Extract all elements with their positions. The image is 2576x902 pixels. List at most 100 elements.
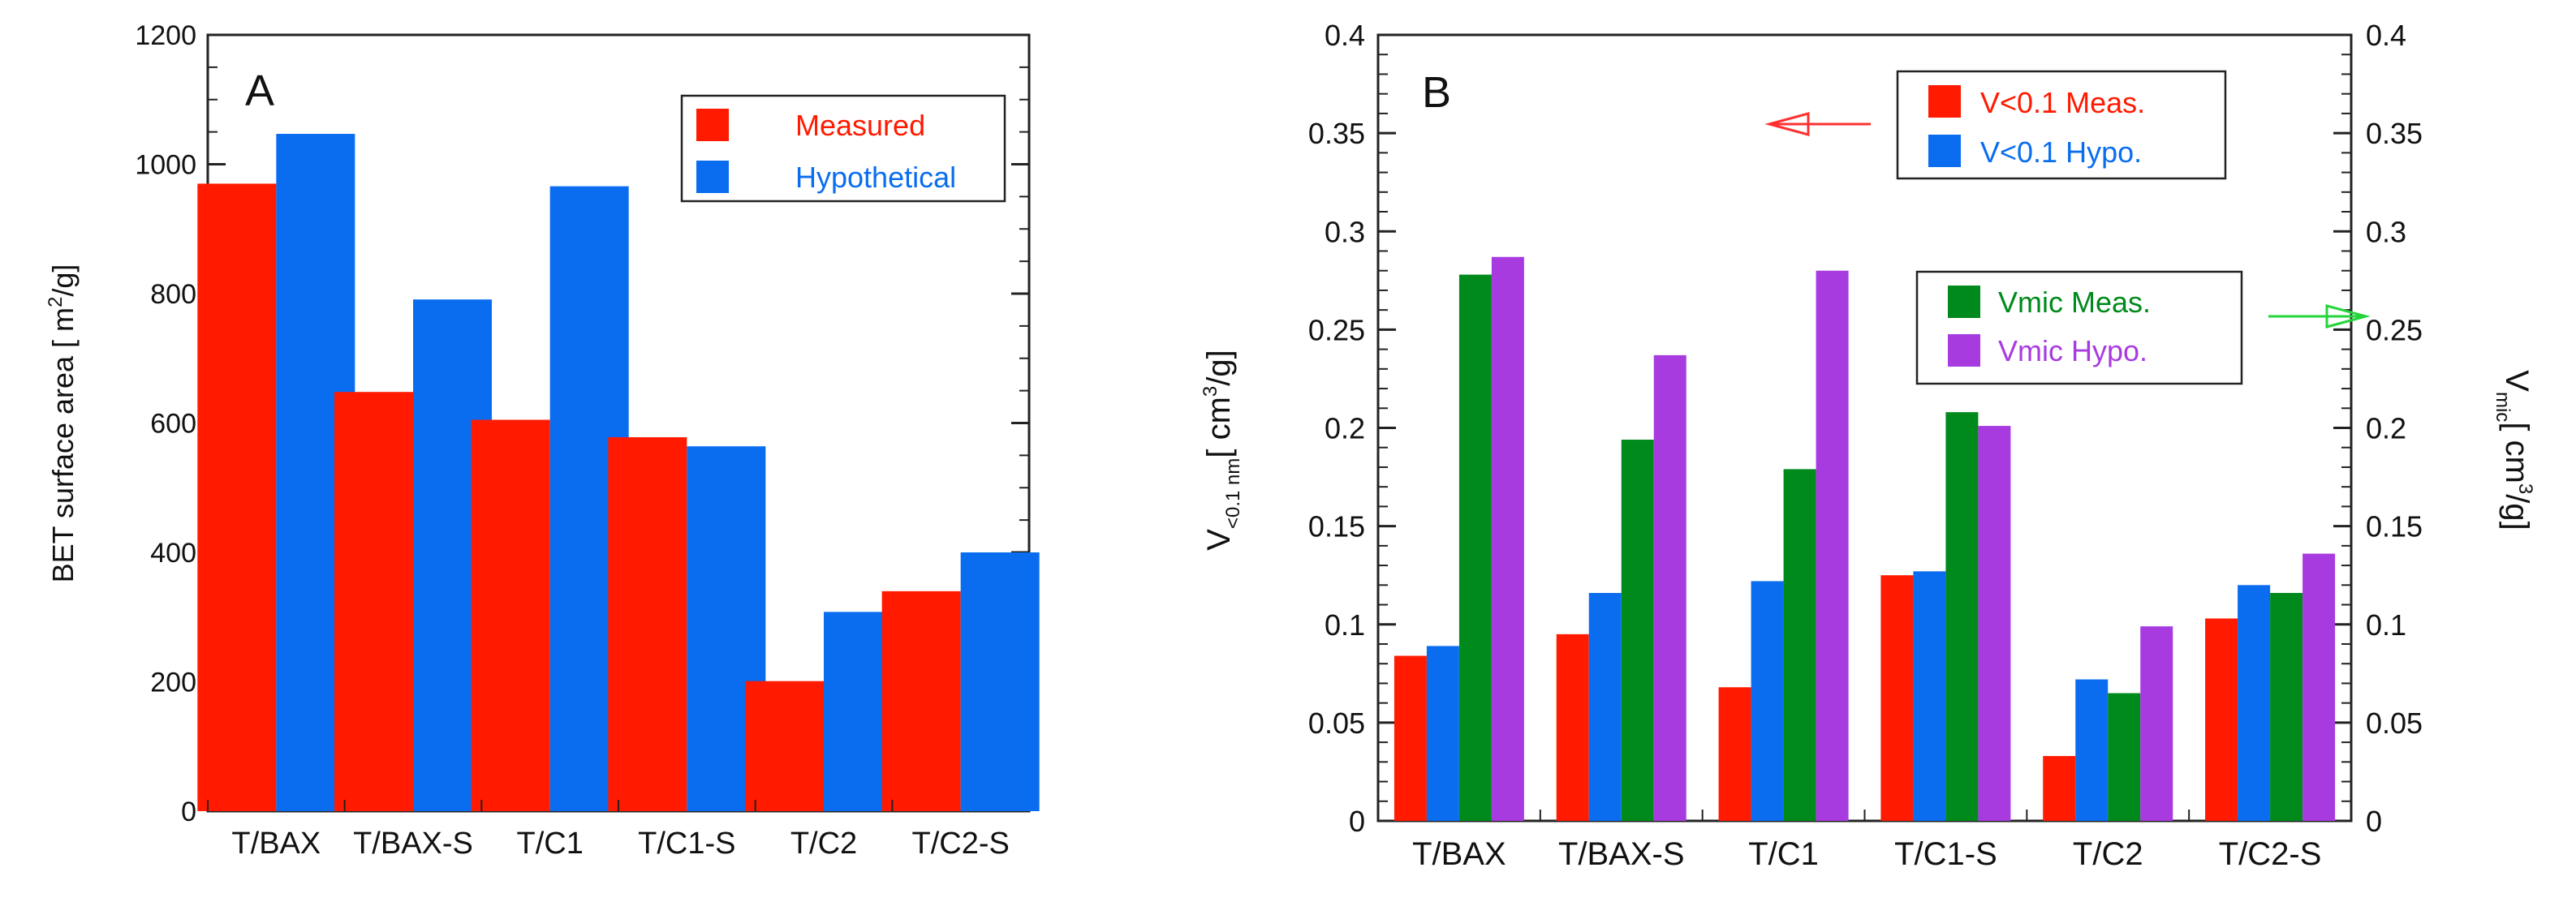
x-tick-label-b: T/BAX-S	[1558, 836, 1685, 872]
bar-b-0-2	[1718, 687, 1751, 821]
panel-label-b: B	[1422, 68, 1451, 117]
legend-label-measured: Measured	[795, 109, 925, 142]
bar-b-2-2	[1783, 469, 1816, 821]
y-ticks-b: 0 0 0.05 0.05 0.1 0.1 0.15 0.15 0.2 0.2 0.25 0.25 0.…	[1308, 19, 2423, 838]
bar-b-2-5	[2270, 592, 2303, 821]
x-tick-label-b: T/C1-S	[1894, 836, 1997, 872]
bar-b-0-3	[1880, 575, 1914, 821]
legend-swatch-v01-meas	[1928, 85, 1961, 118]
x-tick-label-b: T/C1	[1748, 836, 1819, 872]
y-tick-label-b-left: 0.05	[1308, 707, 1365, 740]
bar-b-1-3	[1913, 571, 1946, 821]
y-axis-label-left-sub: <0.1 nm	[1222, 458, 1244, 529]
legend-b-right: Vmic Meas. Vmic Hypo.	[1915, 270, 2243, 385]
arrow-right-head	[2325, 304, 2371, 329]
y-axis-label-left-tail: /g]	[1201, 350, 1237, 385]
y-tick-label-b-right: 0.15	[2366, 510, 2423, 543]
x-tick-label-a: T/BAX	[231, 827, 321, 861]
bar-b-3-1	[1653, 354, 1686, 821]
y-axis-label-a: BET surface area [ m2/g]	[45, 264, 80, 583]
y-tick-label-a: 600	[150, 409, 196, 440]
bar-b-1-4	[2075, 679, 2109, 821]
bars-a	[197, 134, 1040, 812]
bar-b-1-2	[1751, 581, 1784, 821]
legend-label-v01-hypo: V<0.1 Hypo.	[1980, 135, 2142, 169]
bar-b-1-0	[1426, 646, 1459, 821]
bar-b-1-1	[1588, 592, 1622, 821]
bar-b-3-0	[1491, 256, 1524, 821]
bar-b-0-0	[1394, 655, 1427, 821]
y-axis-label-a-end: /g]	[46, 264, 80, 297]
bar-a-0-0	[197, 183, 277, 812]
legend-label-vmic-meas: Vmic Meas.	[1998, 286, 2151, 319]
bar-a-0-2	[471, 419, 550, 811]
bar-a-0-3	[608, 437, 687, 811]
legend-box-a	[680, 94, 1006, 203]
y-axis-label-right-tail: /g]	[2499, 494, 2535, 530]
y-tick-label-b-right: 0.25	[2366, 313, 2423, 346]
legend-label-hypothetical: Hypothetical	[795, 161, 956, 194]
y-tick-label-b-left: 0.25	[1308, 313, 1365, 346]
y-axis-label-left-unit: [ cm	[1201, 397, 1237, 458]
y-tick-label-b-right: 0.4	[2366, 19, 2406, 52]
x-tick-label-a: T/C2-S	[911, 827, 1009, 861]
y-tick-label-b-right: 0.05	[2366, 707, 2423, 740]
legend-swatch-v01-hypo	[1928, 135, 1961, 167]
bar-a-0-4	[745, 681, 824, 811]
y-tick-label-b-left: 0.2	[1325, 412, 1365, 445]
y-tick-label-b-left: 0	[1349, 805, 1365, 838]
x-tick-label-b: T/BAX	[1412, 836, 1506, 872]
y-tick-label-b-right: 0.2	[2366, 412, 2406, 445]
x-tick-label-a: T/C2	[790, 827, 857, 861]
x-tick-labels-a: T/BAX T/BAX-S T/C1 T/C1-S T/C2 T/C2-S	[207, 800, 1010, 861]
y-tick-label-b-left: 0.35	[1308, 117, 1365, 150]
arrow-right-axis	[2268, 304, 2371, 329]
panel-label-a: A	[245, 67, 274, 115]
y-axis-label-left-b: V<0.1 nm[ cm3/g]	[1200, 350, 1244, 550]
x-tick-label-a: T/C1	[516, 827, 583, 861]
y-axis-label-left-sup: 3	[1200, 386, 1221, 397]
bar-b-0-4	[2043, 756, 2076, 821]
y-tick-label-b-right: 0.1	[2366, 608, 2406, 642]
bar-b-2-4	[2108, 693, 2141, 821]
bar-b-3-2	[1816, 270, 1849, 821]
x-tick-label-a: T/C1-S	[638, 827, 735, 861]
bar-a-0-5	[881, 591, 961, 811]
y-tick-label-b-right: 0	[2366, 805, 2382, 838]
y-tick-label-b-right: 0.35	[2366, 117, 2423, 150]
y-tick-label-a: 200	[150, 668, 196, 698]
x-tick-label-a: T/BAX-S	[353, 827, 473, 861]
bar-b-2-1	[1621, 440, 1654, 821]
y-tick-label-b-left: 0.4	[1325, 19, 1365, 52]
y-axis-label-a-main: BET surface area [ m	[46, 307, 80, 582]
y-tick-label-a: 800	[150, 279, 196, 310]
bar-a-0-1	[334, 392, 413, 812]
y-tick-label-b-left: 0.1	[1325, 608, 1365, 642]
arrow-left-axis	[1764, 112, 1871, 136]
legend-swatch-vmic-hypo	[1948, 334, 1980, 367]
y-tick-label-b-right: 0.3	[2366, 215, 2406, 248]
y-axis-label-right-b: Vmic[ cm3/g]	[2492, 370, 2536, 530]
y-axis-label-right-sub: mic	[2492, 392, 2514, 422]
bar-b-3-4	[2140, 626, 2173, 821]
legend-swatch-measured	[696, 109, 729, 141]
bar-b-1-5	[2238, 585, 2271, 821]
y-axis-label-left-v: V	[1201, 529, 1237, 551]
y-tick-label-b-left: 0.15	[1308, 510, 1365, 543]
legend-label-v01-meas: V<0.1 Meas.	[1980, 86, 2145, 119]
y-axis-label-a-sup: 2	[45, 297, 67, 307]
legend-swatch-hypothetical	[696, 161, 729, 193]
arrow-left-head	[1764, 112, 1810, 136]
y-tick-label-a: 1200	[135, 20, 196, 51]
y-tick-label-b-left: 0.3	[1325, 215, 1365, 248]
bar-b-3-3	[1978, 426, 2011, 821]
legend-a: Measured Hypothetical	[680, 94, 1006, 203]
panel-b: 0 0 0.05 0.05 0.1 0.1 0.15 0.15 0.2 0.2 0.25 0.25 0.…	[1200, 19, 2536, 872]
y-tick-label-a: 0	[181, 797, 196, 827]
x-tick-label-b: T/C2	[2073, 836, 2143, 872]
legend-label-vmic-hypo: Vmic Hypo.	[1998, 334, 2147, 367]
y-axis-label-right-unit: [ cm	[2499, 422, 2535, 483]
bar-b-0-5	[2205, 618, 2238, 821]
